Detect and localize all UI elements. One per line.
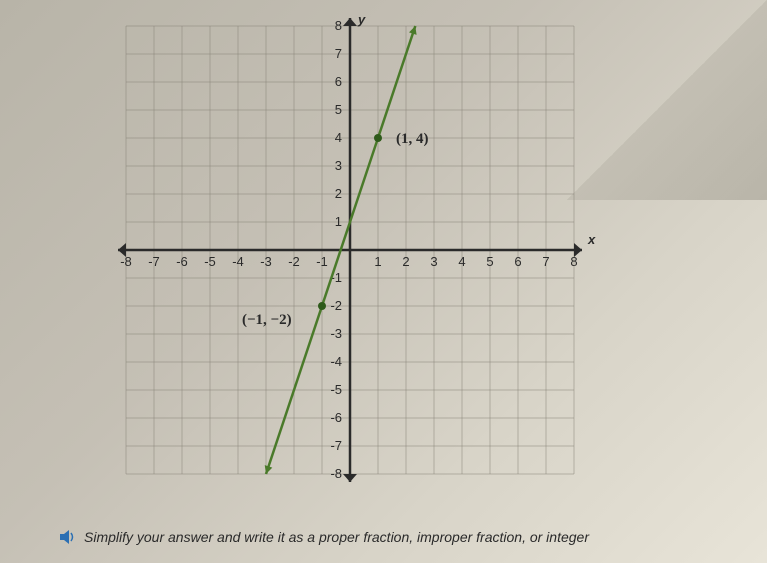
svg-text:1: 1 — [335, 214, 342, 229]
svg-text:(1, 4): (1, 4) — [396, 131, 429, 147]
svg-text:7: 7 — [542, 254, 549, 269]
svg-text:6: 6 — [514, 254, 521, 269]
coordinate-plane-chart: -8-7-6-5-4-3-2-112345678-8-7-6-5-4-3-2-1… — [60, 10, 640, 490]
svg-text:-3: -3 — [260, 254, 272, 269]
chart-svg: -8-7-6-5-4-3-2-112345678-8-7-6-5-4-3-2-1… — [60, 10, 640, 490]
svg-text:-6: -6 — [330, 410, 342, 425]
svg-text:7: 7 — [335, 46, 342, 61]
svg-text:-8: -8 — [120, 254, 132, 269]
svg-text:-1: -1 — [316, 254, 328, 269]
svg-text:6: 6 — [335, 74, 342, 89]
svg-text:-2: -2 — [288, 254, 300, 269]
svg-text:-4: -4 — [232, 254, 244, 269]
svg-text:5: 5 — [335, 102, 342, 117]
svg-text:-8: -8 — [330, 466, 342, 481]
instruction-row: Simplify your answer and write it as a p… — [60, 529, 589, 545]
svg-text:8: 8 — [570, 254, 577, 269]
svg-text:-5: -5 — [330, 382, 342, 397]
svg-text:-2: -2 — [330, 298, 342, 313]
svg-text:-7: -7 — [148, 254, 160, 269]
svg-text:8: 8 — [335, 18, 342, 33]
audio-icon[interactable] — [60, 529, 78, 545]
svg-text:3: 3 — [335, 158, 342, 173]
svg-text:4: 4 — [335, 130, 342, 145]
svg-text:2: 2 — [335, 186, 342, 201]
svg-text:-4: -4 — [330, 354, 342, 369]
svg-text:(−1, −2): (−1, −2) — [242, 312, 292, 328]
svg-text:4: 4 — [458, 254, 465, 269]
svg-text:-3: -3 — [330, 326, 342, 341]
svg-text:2: 2 — [402, 254, 409, 269]
svg-text:5: 5 — [486, 254, 493, 269]
svg-text:y: y — [357, 12, 366, 27]
svg-text:-6: -6 — [176, 254, 188, 269]
svg-text:-7: -7 — [330, 438, 342, 453]
svg-text:x: x — [587, 232, 596, 247]
instruction-text: Simplify your answer and write it as a p… — [84, 529, 589, 545]
svg-text:1: 1 — [374, 254, 381, 269]
svg-text:3: 3 — [430, 254, 437, 269]
svg-text:-5: -5 — [204, 254, 216, 269]
